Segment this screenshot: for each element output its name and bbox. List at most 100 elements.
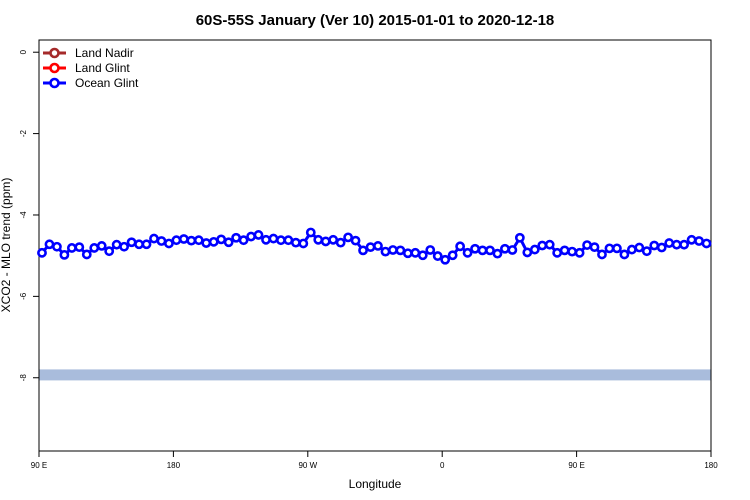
data-point (402, 248, 413, 259)
data-point (81, 249, 92, 260)
data-point (350, 235, 361, 246)
data-point (410, 247, 421, 258)
data-point (44, 239, 55, 250)
data-point (373, 241, 383, 251)
reference-band (39, 369, 711, 381)
data-point (89, 243, 100, 253)
data-point (492, 248, 503, 259)
data-point (358, 245, 368, 256)
data-point (507, 245, 518, 255)
data-point (649, 240, 660, 251)
plot-frame (38, 39, 712, 452)
data-point (37, 247, 47, 258)
x-tick-label: 180 (167, 461, 181, 470)
data-point (552, 247, 563, 258)
data-point (686, 234, 697, 245)
data-point (679, 239, 690, 250)
data-point (380, 246, 391, 257)
legend-marker (49, 62, 60, 74)
data-point (559, 245, 570, 256)
data-point (440, 254, 451, 265)
data-point (671, 239, 682, 250)
data-point (694, 236, 704, 246)
data-point (462, 247, 473, 258)
data-point (544, 239, 555, 250)
data-point (313, 234, 324, 245)
data-point (597, 249, 607, 260)
x-tick-label: 0 (440, 461, 445, 470)
data-point (156, 236, 167, 246)
data-point (238, 235, 249, 246)
data-point (701, 238, 712, 249)
y-tick-label: -2 (19, 129, 28, 137)
data-point (365, 242, 376, 253)
data-point (604, 243, 615, 254)
data-point (634, 242, 645, 253)
data-point (298, 238, 309, 249)
data-point (656, 242, 667, 253)
data-point (664, 238, 675, 248)
y-axis-label: XCO2 - MLO trend (ppm) (0, 178, 13, 313)
data-point (216, 234, 227, 245)
data-point (246, 231, 256, 242)
data-point (328, 234, 339, 245)
data-point (208, 236, 219, 247)
x-axis-label: Longitude (349, 477, 402, 491)
data-point (335, 237, 346, 248)
data-point (290, 237, 301, 248)
data-point (171, 235, 182, 246)
data-point (96, 241, 107, 251)
data-point (261, 234, 271, 245)
legend-marker (49, 47, 60, 59)
x-tick-label: 180 (704, 461, 718, 470)
chart-title: 60S-55S January (Ver 10) 2015-01-01 to 2… (196, 12, 555, 29)
data-point (567, 246, 578, 257)
data-point (59, 249, 70, 260)
series-layer (37, 227, 712, 265)
data-point (201, 238, 212, 248)
data-point (111, 239, 122, 250)
data-point (134, 239, 144, 250)
legend-label: Ocean Glint (75, 76, 139, 90)
data-point (455, 241, 466, 252)
data-point (149, 233, 159, 244)
legend-label: Land Nadir (75, 46, 134, 60)
x-tick-label: 90 W (298, 461, 317, 470)
data-point (186, 235, 197, 246)
data-point (141, 239, 152, 250)
legend-label: Land Glint (75, 61, 130, 75)
data-point (395, 245, 406, 256)
data-point (178, 234, 189, 244)
y-axis: 0 -2 -4 -6 -8 (19, 49, 39, 381)
data-point (522, 247, 533, 258)
y-tick-label: 0 (19, 49, 28, 54)
y-tick-label: -4 (19, 211, 28, 219)
data-point (74, 242, 85, 253)
data-point (417, 250, 428, 261)
data-point (283, 235, 294, 246)
data-point (485, 245, 495, 256)
data-point (626, 244, 637, 255)
data-point (529, 244, 540, 255)
data-point (320, 236, 331, 247)
data-point (432, 251, 443, 261)
data-point (52, 241, 62, 252)
data-point (612, 243, 622, 254)
reference-band-rect (39, 369, 711, 381)
data-point (619, 249, 630, 260)
data-point (66, 243, 77, 253)
legend-marker (49, 77, 60, 89)
data-point (477, 245, 488, 256)
y-tick-label: -8 (19, 374, 28, 382)
x-tick-label: 90 E (568, 461, 584, 470)
y-tick-label: -6 (19, 292, 28, 300)
data-point (164, 238, 174, 249)
data-point (425, 245, 436, 255)
data-point (343, 232, 354, 243)
data-point (231, 232, 242, 243)
data-point (582, 240, 592, 250)
data-point (500, 243, 510, 254)
data-point (574, 247, 585, 258)
